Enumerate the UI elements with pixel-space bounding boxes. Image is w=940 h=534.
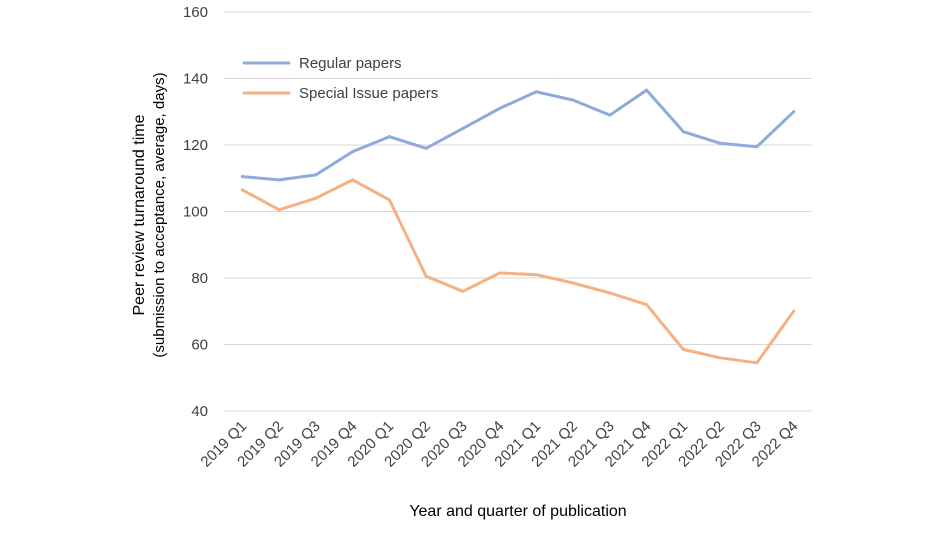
- data-point-regular-papers: [277, 178, 281, 182]
- series-line-special-issue-papers: [240, 178, 796, 365]
- legend-label-regular-papers: Regular papers: [299, 55, 402, 72]
- data-point-special-issue-papers: [534, 273, 538, 277]
- data-point-special-issue-papers: [718, 356, 722, 360]
- data-point-special-issue-papers: [608, 291, 612, 295]
- series-line-regular-papers: [240, 88, 796, 182]
- data-point-special-issue-papers: [351, 178, 355, 182]
- legend: Regular papers Special Issue papers: [242, 55, 438, 102]
- legend-label-special-issue-papers: Special Issue papers: [299, 85, 438, 102]
- data-point-regular-papers: [351, 150, 355, 154]
- data-point-regular-papers: [608, 113, 612, 117]
- data-point-special-issue-papers: [681, 347, 685, 351]
- y-tick-label: 60: [191, 337, 208, 354]
- data-point-regular-papers: [755, 145, 759, 149]
- y-axis-ticks: 40 60 80 100 120 140 160: [183, 4, 208, 420]
- data-point-regular-papers: [645, 88, 649, 92]
- data-point-regular-papers: [571, 98, 575, 102]
- y-tick-label: 40: [191, 403, 208, 420]
- data-point-special-issue-papers: [792, 309, 796, 313]
- data-point-regular-papers: [314, 173, 318, 177]
- data-point-regular-papers: [461, 126, 465, 130]
- y-tick-label: 140: [183, 71, 208, 88]
- data-point-regular-papers: [534, 90, 538, 94]
- data-point-regular-papers: [424, 146, 428, 150]
- data-point-special-issue-papers: [424, 274, 428, 278]
- y-axis-label-sub: (submission to acceptance, average, days…: [151, 72, 168, 357]
- data-point-regular-papers: [718, 141, 722, 145]
- gridlines: [224, 11, 812, 412]
- data-point-special-issue-papers: [461, 289, 465, 293]
- y-tick-label: 160: [183, 4, 208, 21]
- series-lines: [240, 88, 796, 365]
- data-point-regular-papers: [681, 130, 685, 134]
- data-point-special-issue-papers: [240, 188, 244, 192]
- data-point-regular-papers: [387, 135, 391, 139]
- y-tick-label: 80: [191, 270, 208, 287]
- data-point-special-issue-papers: [571, 281, 575, 285]
- data-point-regular-papers: [792, 110, 796, 114]
- data-point-special-issue-papers: [498, 271, 502, 275]
- data-point-regular-papers: [498, 106, 502, 110]
- data-point-regular-papers: [240, 175, 244, 179]
- data-point-special-issue-papers: [645, 303, 649, 307]
- y-tick-label: 120: [183, 137, 208, 154]
- data-point-special-issue-papers: [314, 196, 318, 200]
- y-axis-label-main: Peer review turnaround time: [131, 114, 148, 315]
- data-point-special-issue-papers: [277, 208, 281, 212]
- y-tick-label: 100: [183, 204, 208, 221]
- x-axis-label: Year and quarter of publication: [409, 503, 626, 520]
- data-point-special-issue-papers: [387, 198, 391, 202]
- data-point-special-issue-papers: [755, 361, 759, 365]
